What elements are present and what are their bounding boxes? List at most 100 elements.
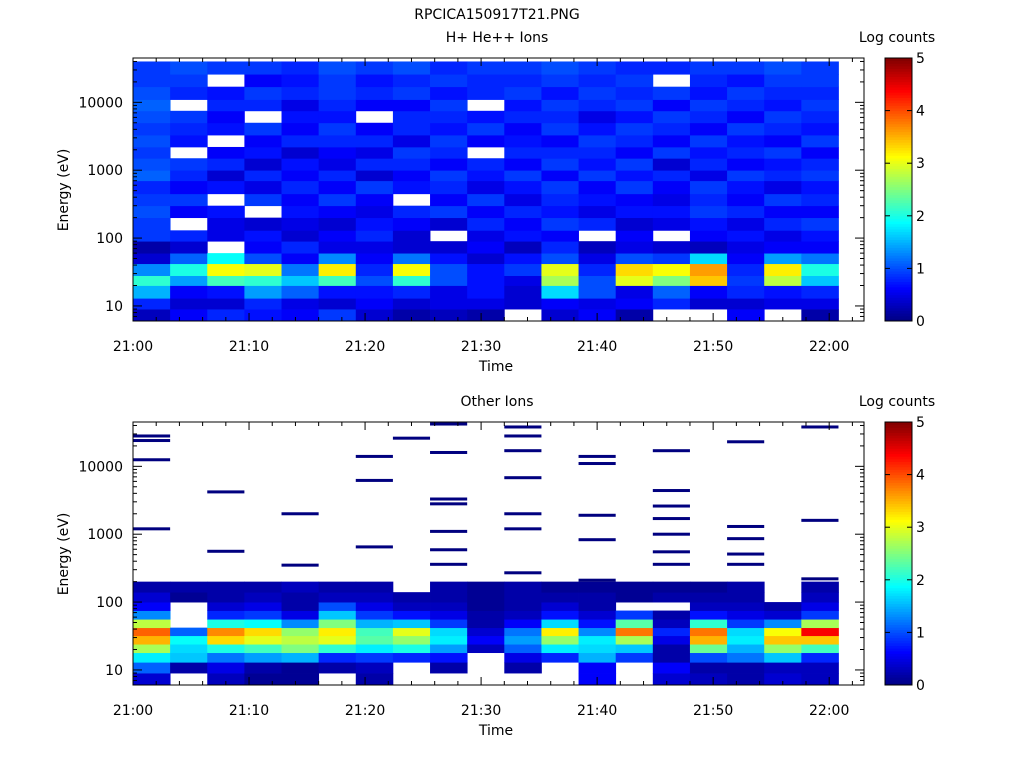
colorbar-tick-label: 3 — [916, 520, 925, 536]
heatmap-cell — [764, 652, 802, 663]
heatmap-cell — [727, 602, 765, 611]
heatmap-cell — [764, 644, 802, 654]
colorbar-segment — [885, 123, 912, 127]
heatmap-cell — [689, 673, 728, 686]
heatmap-cell — [541, 619, 579, 629]
heatmap-cell — [467, 170, 505, 182]
heatmap-cell — [207, 253, 245, 265]
heatmap-cell — [207, 309, 245, 322]
heatmap-cell — [133, 635, 171, 645]
sparse-count-line — [504, 476, 542, 480]
sparse-count-line — [578, 578, 616, 582]
heatmap-cell — [504, 99, 542, 112]
heatmap-cell — [689, 619, 728, 629]
colorbar-segment — [885, 171, 912, 175]
heatmap-cell — [281, 652, 320, 663]
heatmap-cell — [615, 135, 654, 148]
heatmap-cell — [318, 253, 357, 265]
heatmap-cell — [467, 205, 505, 219]
heatmap-cell — [207, 602, 245, 611]
colorbar-segment — [885, 97, 912, 101]
heatmap-cell — [430, 193, 468, 207]
heatmap-cell — [689, 217, 728, 231]
y-tick-label: 10 — [105, 299, 123, 315]
colorbar-segment — [885, 506, 912, 510]
heatmap-cell — [541, 193, 579, 207]
heatmap-cell — [801, 275, 839, 286]
heatmap-cell — [355, 122, 394, 136]
heatmap-cell — [133, 275, 171, 286]
heatmap-cell — [244, 193, 282, 207]
colorbar-segment — [885, 590, 912, 594]
heatmap-cell — [207, 298, 245, 310]
colorbar-tick-label: 5 — [916, 51, 925, 67]
heatmap-cell — [318, 275, 357, 286]
heatmap-cell — [318, 602, 357, 611]
heatmap-cell — [430, 275, 468, 286]
colorbar-segment — [885, 239, 912, 243]
heatmap-cell — [578, 627, 617, 637]
x-tick-label: 21:30 — [461, 703, 501, 719]
heatmap-cell — [689, 592, 728, 603]
sparse-count-line — [578, 513, 616, 517]
colorbar-segment — [885, 508, 912, 512]
sparse-count-line — [430, 548, 468, 552]
heatmap-cell — [764, 610, 802, 620]
colorbar-segment — [885, 519, 912, 523]
sparse-count-line — [801, 518, 839, 522]
sparse-count-line — [578, 462, 616, 466]
heatmap-cell — [318, 635, 357, 645]
sparse-count-line — [801, 577, 839, 581]
colorbar-segment — [885, 273, 912, 277]
heatmap-cell — [355, 263, 394, 276]
colorbar-segment — [885, 440, 912, 444]
heatmap-cell — [392, 592, 431, 603]
colorbar-segment — [885, 115, 912, 119]
heatmap-cell — [541, 241, 579, 254]
heatmap-cell — [467, 644, 505, 654]
colorbar-segment — [885, 218, 912, 222]
heatmap-cell — [392, 644, 431, 654]
colorbar-segment — [885, 566, 912, 570]
heatmap-cell — [764, 158, 802, 171]
y-tick-label: 10 — [105, 663, 123, 679]
heatmap-cell — [318, 610, 357, 620]
colorbar-segment — [885, 585, 912, 589]
heatmap-cell — [392, 275, 431, 286]
heatmap-cell — [207, 110, 245, 124]
heatmap-cell — [652, 110, 691, 124]
heatmap-cell — [207, 180, 245, 195]
heatmap-cell — [392, 61, 431, 75]
heatmap-cell — [281, 285, 320, 299]
heatmap-cell — [467, 217, 505, 231]
heatmap-cell — [355, 285, 394, 299]
heatmap-cell — [541, 99, 579, 112]
colorbar-segment — [885, 656, 912, 660]
heatmap-cell — [504, 158, 542, 171]
colorbar-segment — [885, 677, 912, 681]
heatmap-cell — [133, 662, 171, 674]
colorbar-frame — [884, 57, 913, 322]
heatmap-cell — [615, 146, 654, 159]
x-tick-label: 21:00 — [113, 339, 153, 355]
heatmap-cell — [392, 158, 431, 171]
heatmap-cell — [652, 610, 691, 620]
heatmap-cell — [392, 652, 431, 663]
heatmap-cell — [727, 135, 765, 148]
heatmap-cell — [578, 581, 617, 593]
colorbar-tick-label: 1 — [916, 625, 925, 641]
heatmap-cell — [392, 619, 431, 629]
heatmap-cell — [504, 662, 542, 674]
heatmap-cell — [430, 627, 468, 637]
heatmap-cell — [541, 217, 579, 231]
x-axis-ticks: 21:00 21:10 21:20 21:30 21:40 21:50 22:00 — [113, 58, 853, 355]
heatmap-cell — [504, 146, 542, 159]
colorbar-segment — [885, 550, 912, 554]
heatmap-cell — [652, 99, 691, 112]
heatmap-cell — [689, 99, 728, 112]
heatmap-cell — [541, 180, 579, 195]
colorbar-segment — [885, 474, 912, 478]
heatmap-cell — [133, 205, 171, 219]
heatmap-cell — [355, 662, 394, 674]
heatmap-cell — [578, 99, 617, 112]
